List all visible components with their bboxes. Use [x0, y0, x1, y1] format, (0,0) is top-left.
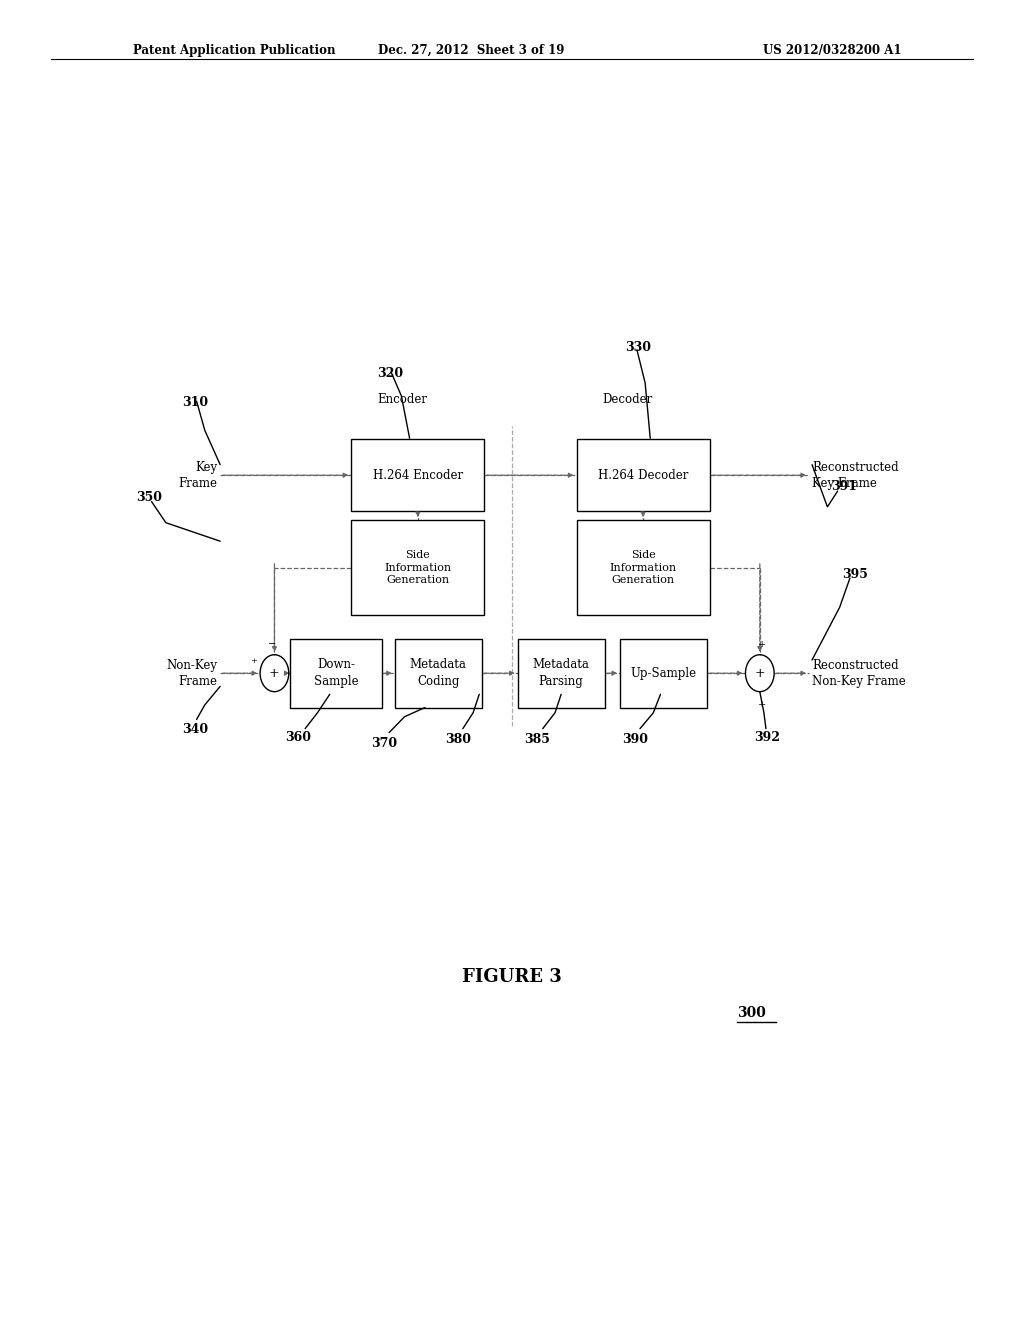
FancyBboxPatch shape	[518, 639, 604, 708]
Text: 310: 310	[182, 396, 209, 409]
Text: 390: 390	[623, 733, 648, 746]
Text: 360: 360	[285, 731, 310, 744]
Text: 330: 330	[625, 341, 650, 354]
Text: 391: 391	[831, 480, 857, 494]
Text: H.264 Decoder: H.264 Decoder	[598, 469, 688, 482]
Text: +: +	[758, 700, 766, 709]
Text: Non-Key
Frame: Non-Key Frame	[166, 659, 217, 688]
Text: Encoder: Encoder	[378, 393, 427, 407]
Text: 340: 340	[182, 723, 209, 737]
FancyBboxPatch shape	[577, 438, 710, 511]
Text: Side
Information
Generation: Side Information Generation	[609, 550, 677, 585]
Text: Reconstructed
Non-Key Frame: Reconstructed Non-Key Frame	[812, 659, 906, 688]
Text: Up-Sample: Up-Sample	[631, 667, 696, 680]
Text: H.264 Encoder: H.264 Encoder	[373, 469, 463, 482]
Text: 392: 392	[754, 731, 779, 744]
Text: Decoder: Decoder	[602, 393, 653, 407]
FancyBboxPatch shape	[290, 639, 382, 708]
FancyBboxPatch shape	[351, 520, 484, 615]
Text: 395: 395	[842, 568, 867, 581]
Text: Metadata
Parsing: Metadata Parsing	[532, 659, 590, 688]
Text: Down-
Sample: Down- Sample	[313, 659, 358, 688]
FancyBboxPatch shape	[621, 639, 707, 708]
Text: 370: 370	[371, 737, 397, 750]
Text: 320: 320	[377, 367, 403, 380]
Text: FIGURE 3: FIGURE 3	[462, 968, 562, 986]
Text: −: −	[268, 640, 276, 649]
FancyBboxPatch shape	[351, 438, 484, 511]
Text: 385: 385	[524, 733, 550, 746]
Text: 300: 300	[737, 1006, 766, 1020]
Text: US 2012/0328200 A1: US 2012/0328200 A1	[763, 44, 901, 57]
Text: Dec. 27, 2012  Sheet 3 of 19: Dec. 27, 2012 Sheet 3 of 19	[378, 44, 564, 57]
Text: Patent Application Publication: Patent Application Publication	[133, 44, 336, 57]
Text: Side
Information
Generation: Side Information Generation	[384, 550, 452, 585]
Text: +: +	[758, 640, 766, 649]
Text: 380: 380	[445, 733, 471, 746]
FancyBboxPatch shape	[395, 639, 482, 708]
Text: +: +	[755, 667, 765, 680]
Text: 350: 350	[136, 491, 162, 504]
Text: Reconstructed
Key Frame: Reconstructed Key Frame	[812, 461, 899, 490]
Text: Key
Frame: Key Frame	[178, 461, 217, 490]
Text: +: +	[250, 657, 257, 665]
Text: Metadata
Coding: Metadata Coding	[410, 659, 467, 688]
Text: +: +	[269, 667, 280, 680]
FancyBboxPatch shape	[577, 520, 710, 615]
